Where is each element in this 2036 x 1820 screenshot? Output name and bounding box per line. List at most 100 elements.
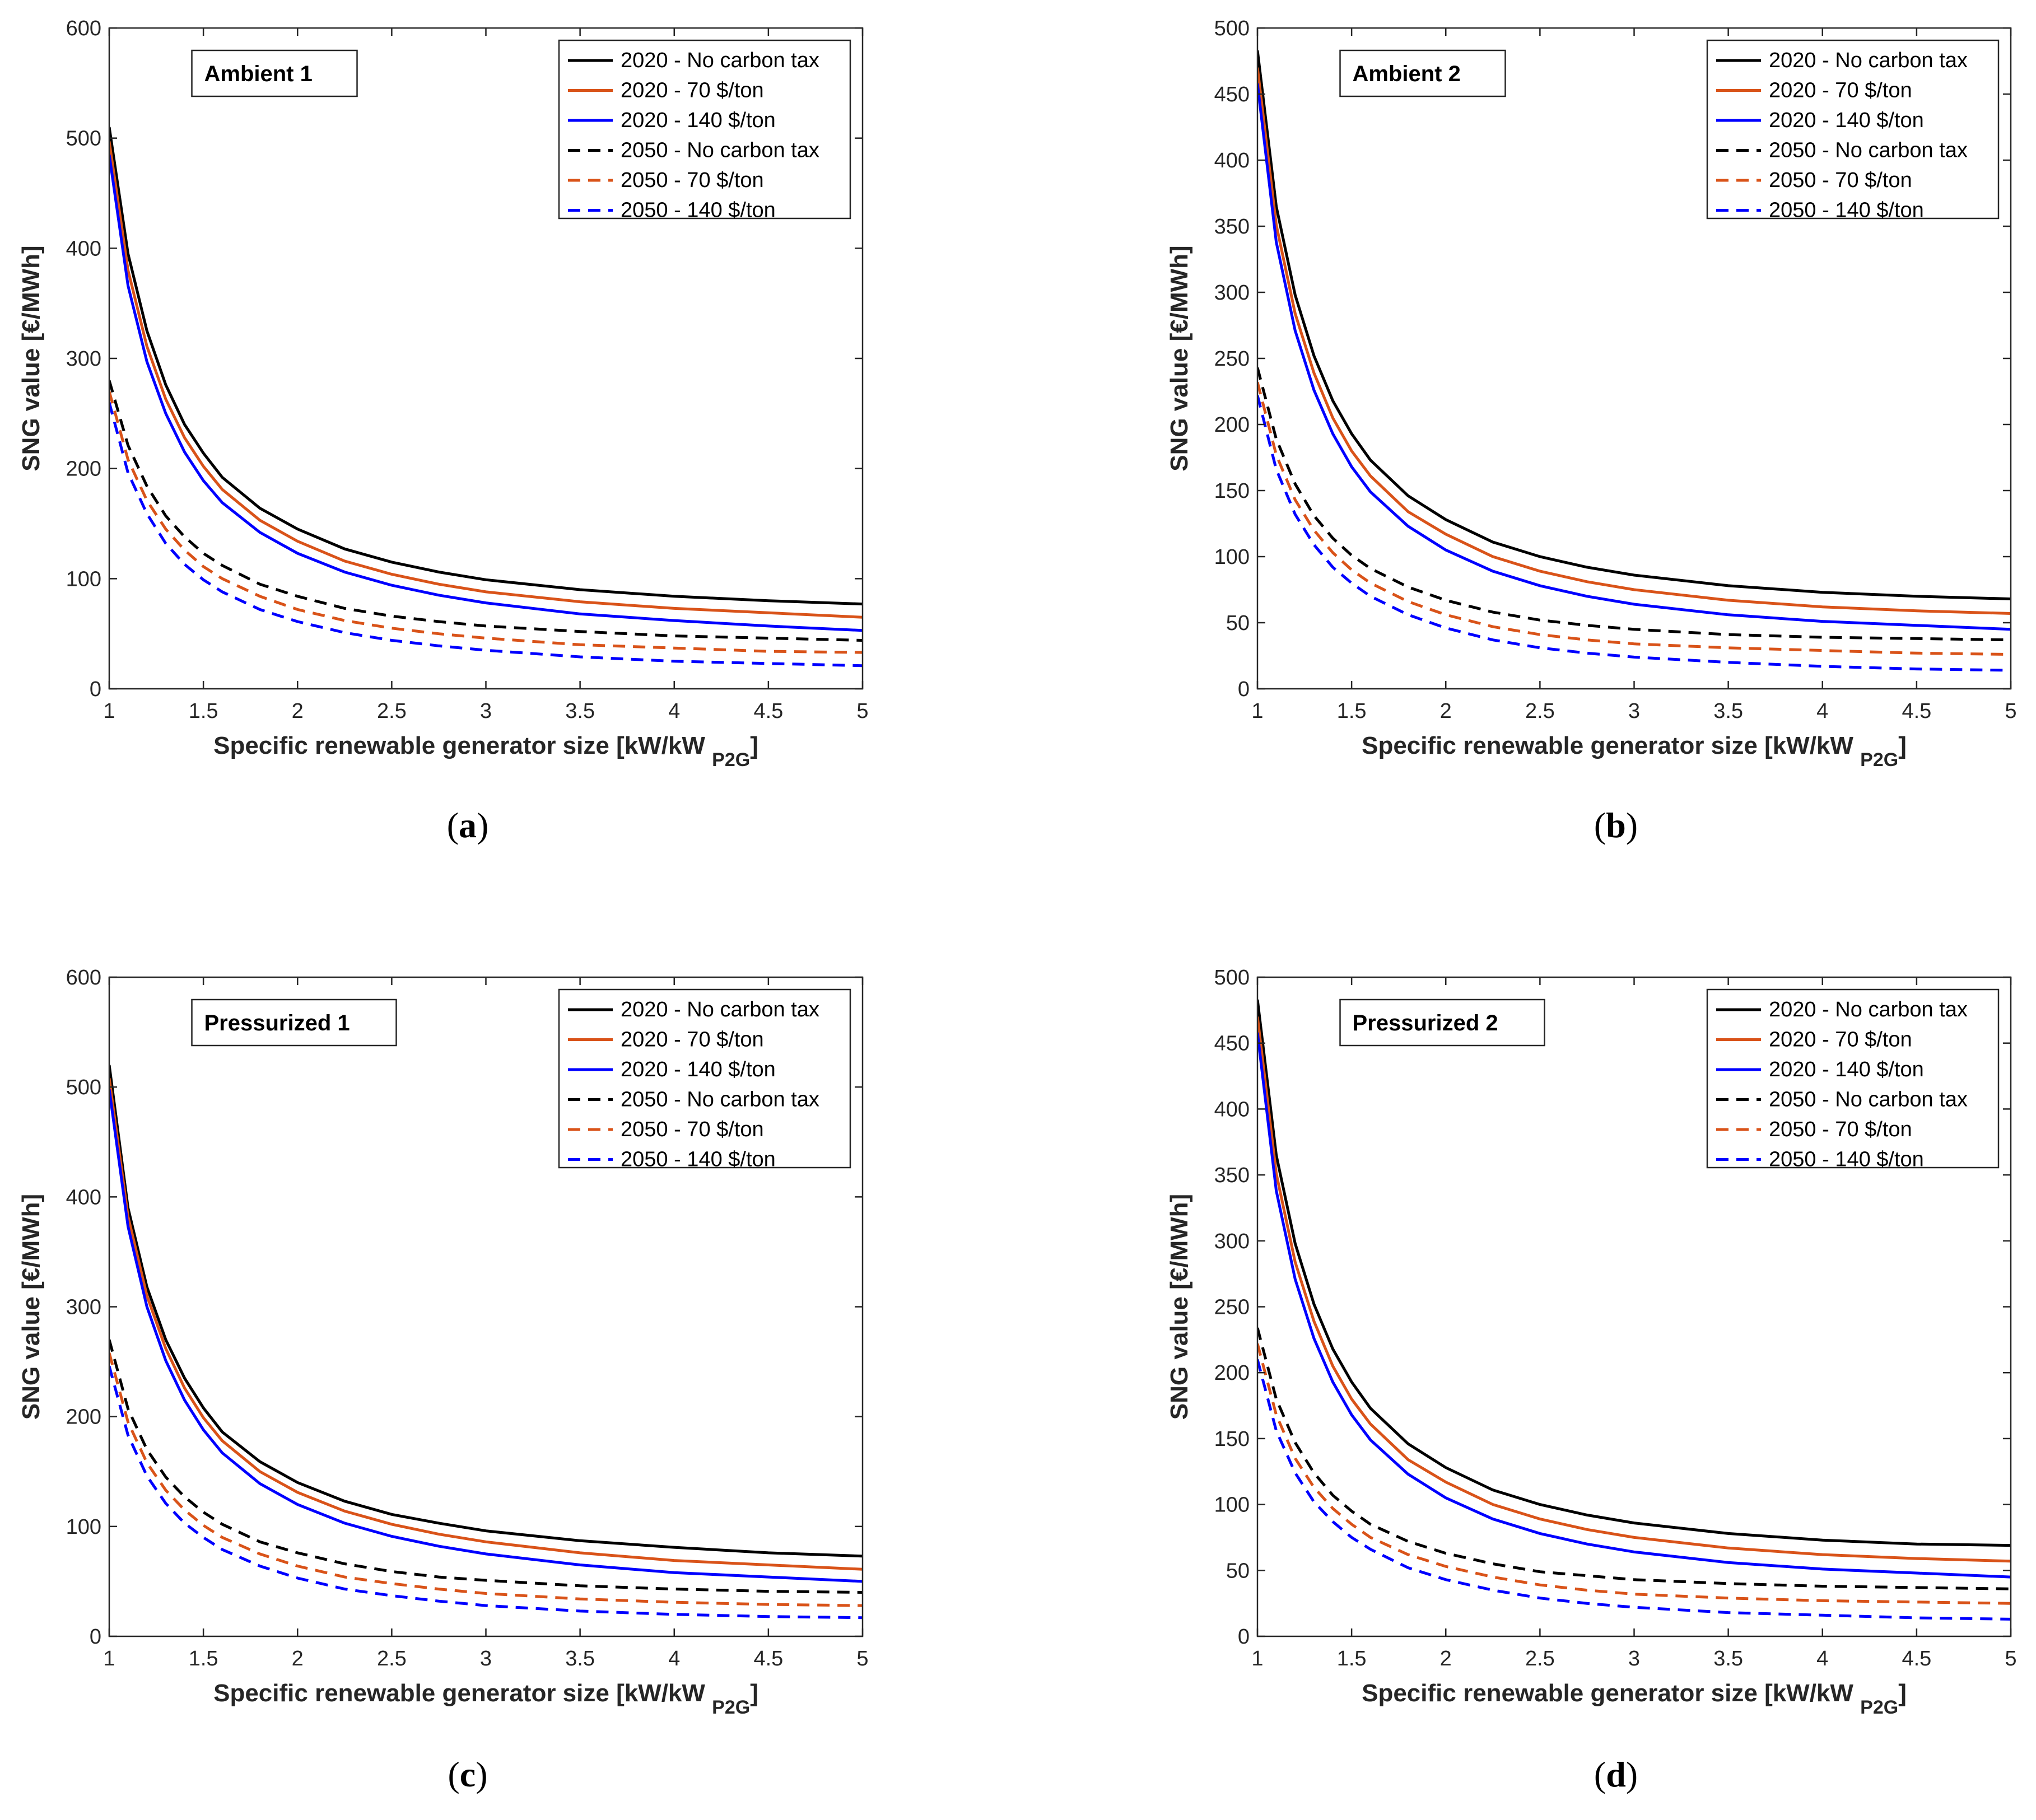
series-line-1 (109, 1065, 863, 1558)
chart-panel-a: 1 1.5 2 2.5 3 3.5 4 4.5 5 0 100 200 300 400 500 600 Spec… (17, 17, 869, 845)
caption-close: ) (476, 1754, 487, 1794)
x-tick-label: 2.5 (1525, 699, 1555, 723)
legend-entry-4: 2050 - No carbon tax (621, 139, 819, 162)
legend-entry-6: 2050 - 140 $/ton (621, 1148, 776, 1172)
panel-label-box (191, 49, 358, 97)
x-tick-label: 4.5 (1902, 1647, 1931, 1670)
caption-open: ( (448, 1754, 459, 1794)
legend-entry-1: 2020 - No carbon tax (621, 49, 819, 72)
panel-label: Pressurized 1 (204, 1011, 350, 1035)
caption-close: ) (1626, 805, 1638, 845)
x-axis-title: Specific renewable generator size [kW/kW… (213, 732, 758, 771)
series-line-5 (109, 391, 863, 654)
x-axis-title-subscript: P2G (1860, 1697, 1898, 1718)
x-tick-label: 4 (1816, 699, 1828, 723)
panel-caption: (c) (448, 1754, 487, 1794)
x-axis-title-suffix: ] (750, 1679, 758, 1707)
x-tick-label: 4 (668, 1647, 680, 1670)
series-line-2 (1257, 67, 2011, 615)
series-line-3 (109, 154, 863, 632)
x-axis-title-main: Specific renewable generator size [kW/kW (1362, 732, 1860, 759)
y-tick-label: 200 (66, 1406, 101, 1429)
panel-label: Ambient 2 (1353, 62, 1461, 86)
legend-entry-3: 2020 - 140 $/ton (621, 109, 776, 132)
x-tick-label: 3.5 (1713, 699, 1743, 723)
y-tick-label: 300 (1214, 1230, 1250, 1253)
series-line-6 (109, 1365, 863, 1620)
legend-entry-1: 2020 - No carbon tax (621, 998, 819, 1021)
caption-open: ( (1594, 805, 1606, 845)
x-tick-label: 1.5 (189, 699, 218, 723)
legend-box (558, 39, 851, 220)
x-tick-label: 4.5 (753, 1647, 783, 1670)
x-axis-title-main: Specific renewable generator size [kW/kW (213, 732, 712, 759)
x-tick-label: 1.5 (189, 1647, 218, 1670)
series-line-4 (1257, 1327, 2011, 1590)
series-line-1 (1257, 50, 2011, 600)
series-line-6 (109, 402, 863, 668)
y-tick-label: 600 (66, 966, 101, 990)
series-line-3 (1257, 83, 2011, 631)
series-line-5 (1257, 381, 2011, 656)
y-tick-label: 400 (66, 237, 101, 260)
x-axis-title-subscript: P2G (712, 749, 750, 771)
series-line-5 (1257, 1343, 2011, 1605)
legend-entry-1: 2020 - No carbon tax (1769, 49, 1968, 72)
y-tick-label: 450 (1214, 83, 1250, 106)
panel-label: Ambient 1 (204, 62, 313, 86)
series-line-4 (109, 1339, 863, 1594)
x-tick-label: 4 (1816, 1647, 1828, 1670)
x-tick-label: 4 (668, 699, 680, 723)
legend-entry-5: 2050 - 70 $/ton (621, 1118, 764, 1141)
y-tick-label: 0 (90, 678, 101, 701)
x-tick-label: 2 (292, 1647, 304, 1670)
x-axis-title: Specific renewable generator size [kW/kW… (1362, 732, 1907, 771)
x-tick-label: 1 (1251, 1647, 1263, 1670)
x-axis-title-suffix: ] (1898, 1679, 1907, 1707)
y-tick-label: 0 (90, 1625, 101, 1649)
series-line-1 (109, 127, 863, 606)
x-tick-label: 3 (1628, 699, 1640, 723)
chart-panels: 1 1.5 2 2.5 3 3.5 4 4.5 50100200300400500600Spec… (17, 17, 2017, 1794)
legend-entry-6: 2050 - 140 $/ton (1769, 199, 1924, 222)
series-group (109, 1065, 863, 1620)
y-tick-label: 0 (1238, 1625, 1250, 1649)
x-axis-title: Specific renewable generator size [kW/kW… (213, 1679, 758, 1718)
panel-caption: (a) (447, 805, 489, 845)
x-tick-label: 2 (1440, 699, 1452, 723)
y-tick-label: 300 (66, 1296, 101, 1319)
x-tick-label: 3 (1628, 1647, 1640, 1670)
x-tick-label: 2 (1440, 1647, 1452, 1670)
series-line-2 (109, 1078, 863, 1571)
y-tick-label: 500 (1214, 17, 1250, 40)
legend-entry-3: 2020 - 140 $/ton (621, 1058, 776, 1081)
y-tick-label: 600 (66, 17, 101, 40)
chart-panel-b: 1 1.5 2 2.5 3 3.5 4 4.5 505010015020025030035040… (1166, 17, 2017, 845)
y-tick-label: 500 (66, 127, 101, 151)
x-tick-label: 5 (2005, 1647, 2016, 1670)
legend-entry-4: 2050 - No carbon tax (621, 1088, 819, 1112)
series-line-3 (1257, 1032, 2011, 1579)
y-tick-label: 200 (1214, 413, 1250, 437)
series-line-3 (109, 1089, 863, 1583)
x-tick-label: 2.5 (1525, 1647, 1555, 1670)
legend-entry-2: 2020 - 70 $/ton (621, 1028, 764, 1052)
x-axis-title-subscript: P2G (712, 1697, 750, 1718)
y-tick-label: 0 (1238, 678, 1250, 701)
y-tick-label: 200 (66, 458, 101, 481)
series-line-4 (1257, 367, 2011, 642)
series-line-1 (1257, 999, 2011, 1547)
y-tick-label: 100 (66, 567, 101, 591)
x-tick-label: 1.5 (1337, 699, 1367, 723)
caption-close: ) (477, 805, 488, 845)
caption-letter: b (1606, 805, 1626, 845)
legend-entry-2: 2020 - 70 $/ton (1769, 79, 1912, 102)
legend-entry-6: 2050 - 140 $/ton (1769, 1148, 1924, 1172)
y-tick-label: 300 (1214, 281, 1250, 305)
x-tick-label: 3.5 (1713, 1647, 1743, 1670)
series-line-6 (1257, 1359, 2011, 1621)
caption-letter: d (1606, 1754, 1626, 1794)
caption-close: ) (1626, 1754, 1638, 1794)
x-axis-title-suffix: ] (1898, 732, 1907, 759)
caption-open: ( (447, 805, 459, 845)
